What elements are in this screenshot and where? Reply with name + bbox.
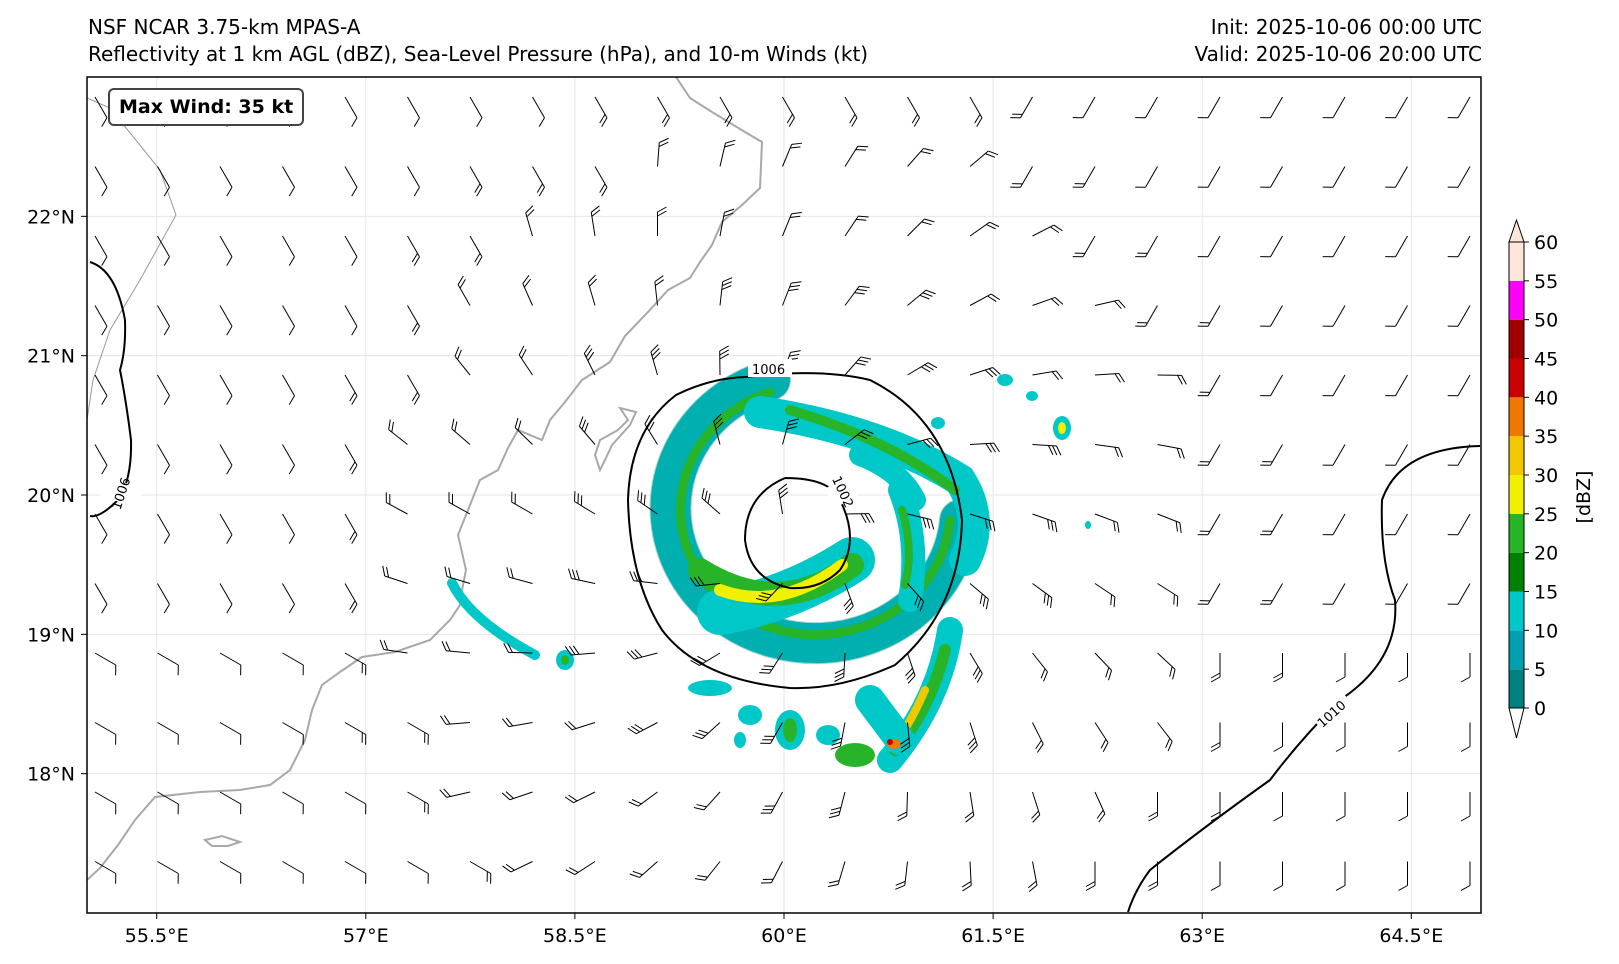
colorbar-title: [dBZ] — [1573, 471, 1595, 524]
y-tick-label: 18°N — [27, 764, 75, 786]
init-time: Init: 2025-10-06 00:00 UTC — [1210, 15, 1482, 39]
colorbar-tick-label: 10 — [1534, 620, 1558, 642]
x-tick-label: 61.5°E — [961, 925, 1025, 947]
x-tick-label: 55.5°E — [125, 925, 189, 947]
wind-barbs — [94, 96, 1471, 893]
x-tick-label: 63°E — [1179, 925, 1225, 947]
max-wind-badge: Max Wind: 35 kt — [108, 88, 305, 126]
y-tick-label: 22°N — [27, 206, 75, 228]
colorbar-tick-label: 45 — [1534, 349, 1558, 371]
y-tick-label: 19°N — [27, 624, 75, 646]
isobar-1010-east — [1127, 445, 1481, 913]
reflectivity-field — [447, 359, 1091, 773]
isobar-label: 1006 — [752, 363, 785, 378]
x-tick-label: 58.5°E — [543, 925, 607, 947]
colorbar-tick-label: 5 — [1534, 659, 1546, 681]
isobar-1006-west — [89, 261, 133, 518]
colorbar-tick-label: 15 — [1534, 582, 1558, 604]
y-axis: 22°N 21°N 20°N 19°N 18°N — [27, 206, 87, 786]
colorbar-tick-label: 25 — [1534, 504, 1558, 526]
x-tick-label: 60°E — [761, 925, 807, 947]
colorbar-tick-label: 0 — [1534, 698, 1546, 720]
colorbar-tick-label: 55 — [1534, 271, 1558, 293]
colorbar-tick-label: 35 — [1534, 426, 1558, 448]
header-right: Init: 2025-10-06 00:00 UTC Valid: 2025-1… — [1194, 14, 1482, 68]
isobar-labels: 1006 1002 1006 1010 — [98, 359, 1355, 733]
colorbar-tick-label: 50 — [1534, 310, 1558, 332]
colorbar-tick-label: 40 — [1534, 387, 1558, 409]
y-tick-label: 20°N — [27, 485, 75, 507]
y-tick-label: 21°N — [27, 346, 75, 368]
isobar-1006-center — [626, 372, 964, 690]
header-left: NSF NCAR 3.75-km MPAS-A Reflectivity at … — [88, 14, 868, 68]
fields-subtitle: Reflectivity at 1 km AGL (dBZ), Sea-Leve… — [88, 42, 869, 66]
colorbar-tick-label: 60 — [1534, 232, 1558, 254]
valid-time: Valid: 2025-10-06 20:00 UTC — [1194, 42, 1482, 66]
colorbar: 0 5 10 15 20 25 30 35 40 45 50 55 60 [dBZ] — [1508, 218, 1595, 739]
colorbar-tick-label: 20 — [1534, 543, 1558, 565]
x-tick-label: 64.5°E — [1379, 925, 1443, 947]
colorbar-tick-label: 30 — [1534, 465, 1558, 487]
gridlines — [87, 77, 1481, 913]
x-axis: 55.5°E 57°E 58.5°E 60°E 61.5°E 63°E 64.5°E — [125, 913, 1443, 947]
model-title: NSF NCAR 3.75-km MPAS-A — [88, 15, 361, 39]
x-tick-label: 57°E — [343, 925, 389, 947]
